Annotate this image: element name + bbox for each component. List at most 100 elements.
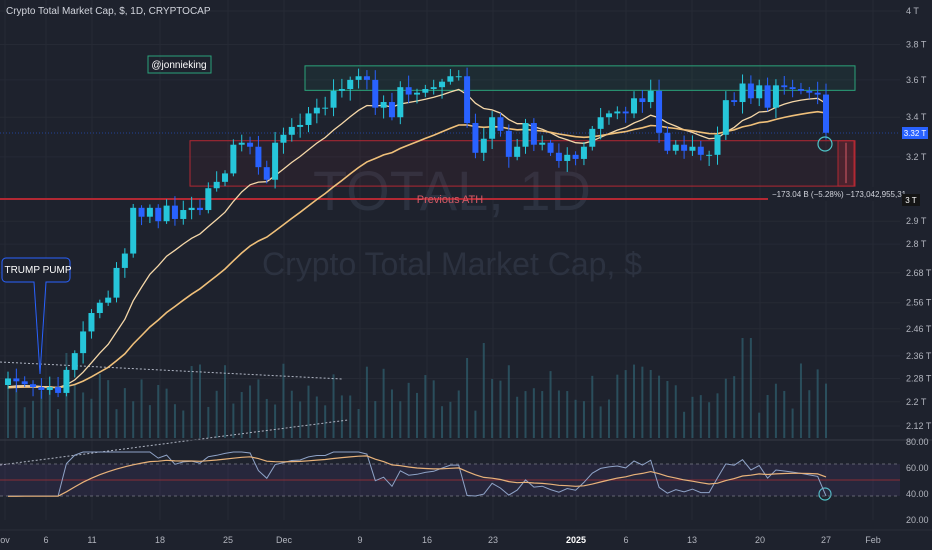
- volume-bar-25: [215, 390, 218, 438]
- candle-body-57: [480, 138, 487, 153]
- volume-bar-94: [791, 408, 794, 438]
- handle-box: [147, 55, 212, 74]
- candle-body-0: [5, 378, 11, 386]
- candle-body-23: [196, 207, 203, 211]
- candle-body-46: [388, 102, 395, 118]
- rsi-pane: 80.00 60.00 40.00 20.00: [0, 437, 932, 525]
- volume-bar-71: [599, 406, 602, 438]
- volume-bar-31: [265, 398, 268, 438]
- rsi-ma-line: [8, 455, 827, 497]
- volume-bar-29: [249, 385, 252, 438]
- watermark: TOTAL, 1D Crypto Total Market Cap, $: [262, 159, 642, 282]
- candle-body-65: [547, 142, 554, 153]
- candle-body-30: [255, 146, 262, 168]
- volume-bar-43: [365, 366, 368, 438]
- candle-body-86: [722, 100, 729, 135]
- volume-trend-upper: [0, 361, 343, 380]
- candle-body-97: [814, 92, 821, 95]
- candle-body-52: [439, 81, 446, 88]
- candle-body-4: [38, 387, 45, 391]
- volume-bar-15: [132, 401, 135, 438]
- candle-body-51: [430, 87, 437, 90]
- candle-body-90: [756, 85, 763, 99]
- candle-body-10: [88, 313, 95, 332]
- volume-bar-37: [315, 396, 318, 438]
- y-tick-10: 2.46 T: [906, 324, 932, 334]
- candle-body-92: [772, 85, 779, 108]
- volume-bar-70: [591, 375, 594, 438]
- volume-bar-65: [549, 371, 552, 438]
- volume-bar-55: [466, 358, 469, 438]
- candle-body-89: [747, 83, 754, 99]
- candle-body-29: [247, 142, 254, 147]
- candle-body-96: [806, 90, 813, 93]
- candle-body-64: [539, 142, 546, 145]
- volume-bar-47: [399, 401, 402, 438]
- volume-bar-38: [324, 405, 327, 438]
- volume-bar-2: [23, 407, 26, 438]
- volume-bar-36: [307, 385, 310, 438]
- candle-body-80: [672, 144, 679, 151]
- previous-ath-label: Previous ATH: [417, 194, 483, 206]
- volume-bar-62: [524, 391, 527, 438]
- candle-body-83: [697, 146, 704, 155]
- candle-body-3: [30, 384, 37, 388]
- candle-body-72: [605, 113, 612, 118]
- rsi-tick-1: 60.00: [906, 463, 929, 473]
- candle-body-38: [322, 107, 329, 109]
- volume-bar-77: [649, 369, 652, 438]
- volume-bar-61: [516, 396, 519, 438]
- candle-body-11: [96, 302, 103, 314]
- volume-bar-98: [825, 383, 827, 438]
- x-tick-8: 23: [488, 535, 498, 545]
- candle-body-84: [706, 154, 713, 156]
- candle-body-41: [347, 79, 354, 90]
- volume-bar-86: [724, 378, 727, 438]
- ma-slow-line: [7, 110, 827, 389]
- volume-bar-35: [299, 401, 302, 438]
- candle-body-15: [130, 207, 137, 254]
- candle-body-21: [180, 210, 187, 219]
- volume-bar-51: [432, 380, 435, 438]
- candle-body-25: [213, 181, 220, 189]
- candle-body-73: [614, 111, 621, 114]
- volume-bar-97: [816, 369, 819, 438]
- volume-bar-91: [766, 395, 769, 438]
- volume-bar-12: [107, 380, 110, 438]
- volume-bar-82: [691, 396, 694, 438]
- candle-body-2: [21, 381, 28, 385]
- x-tick-11: 13: [687, 535, 697, 545]
- volume-bar-75: [633, 364, 636, 438]
- volume-bar-32: [274, 404, 277, 438]
- volume-trend-lower: [0, 419, 349, 466]
- volume-bar-52: [441, 406, 444, 438]
- volume-bar-59: [499, 380, 502, 438]
- volume-bar-56: [474, 410, 477, 438]
- volume-bar-63: [532, 388, 535, 438]
- x-tick-10: 6: [623, 535, 628, 545]
- candle-body-36: [305, 113, 312, 125]
- measure-label: −173.04 B (−5.28%) −173,042,955,31: [772, 190, 907, 199]
- candle-body-6: [55, 387, 62, 393]
- candle-body-31: [263, 167, 270, 180]
- support-zone: [189, 140, 856, 187]
- y-tick-7: 2.8 T: [906, 239, 927, 249]
- volume-bar-95: [799, 363, 802, 438]
- volume-bar-96: [808, 390, 811, 438]
- volume-bar-76: [641, 366, 644, 438]
- candle-body-95: [797, 89, 804, 91]
- volume-bar-50: [424, 375, 427, 438]
- x-tick-5: Dec: [276, 535, 293, 545]
- candle-body-76: [639, 98, 646, 103]
- volume-bar-57: [482, 343, 485, 438]
- measure-box: [768, 187, 900, 201]
- volume-bar-5: [48, 387, 51, 438]
- volume-bar-19: [165, 388, 168, 438]
- candle-body-67: [564, 154, 571, 161]
- volume-bar-69: [582, 401, 585, 438]
- volume-bar-80: [674, 385, 677, 438]
- candle-body-78: [656, 90, 663, 133]
- candle-body-60: [505, 130, 512, 157]
- volume-bar-68: [574, 399, 577, 438]
